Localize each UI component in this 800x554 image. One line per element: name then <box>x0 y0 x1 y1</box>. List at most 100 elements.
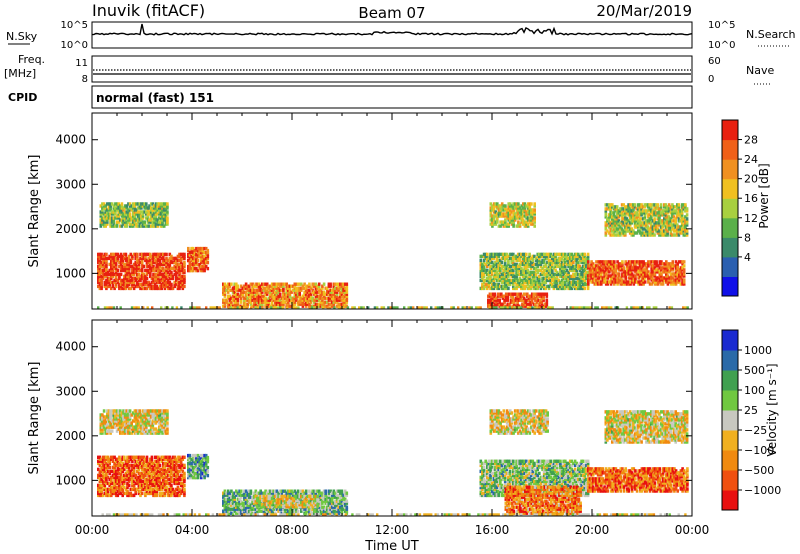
range-cell <box>118 491 121 496</box>
range-cell <box>332 304 336 308</box>
range-cell <box>507 204 510 208</box>
range-cell <box>114 212 117 216</box>
range-cell <box>645 262 649 266</box>
range-cell <box>252 296 256 300</box>
range-cell <box>517 216 520 220</box>
range-cell <box>539 264 543 269</box>
range-cell <box>523 270 526 275</box>
range-cell <box>117 214 120 218</box>
range-cell <box>137 491 141 496</box>
range-cell <box>626 268 629 272</box>
range-cell <box>640 225 643 229</box>
range-cell <box>600 268 603 272</box>
range-cell <box>568 268 572 273</box>
range-cell <box>103 284 107 289</box>
range-cell <box>97 306 100 310</box>
range-cell <box>97 487 100 492</box>
range-cell <box>570 282 574 287</box>
range-cell <box>617 262 621 266</box>
range-cell <box>114 481 118 486</box>
range-cell <box>231 298 235 302</box>
range-cell <box>100 268 103 273</box>
range-cell <box>641 231 645 235</box>
range-cell <box>160 278 163 283</box>
range-cell <box>530 222 533 226</box>
range-cell <box>666 268 670 272</box>
range-cell <box>254 302 258 306</box>
range-cell <box>543 302 547 306</box>
range-cell <box>345 286 349 290</box>
range-cell <box>304 304 308 308</box>
range-cell <box>528 284 531 289</box>
range-cell <box>293 290 297 294</box>
range-cell <box>188 262 192 267</box>
range-cell <box>170 282 173 287</box>
range-cell <box>138 216 142 220</box>
range-cell <box>261 282 264 286</box>
range-cell <box>282 300 285 304</box>
range-cell <box>669 262 673 266</box>
range-cell <box>513 264 517 269</box>
range-cell <box>676 276 679 280</box>
range-cell <box>640 262 644 266</box>
range-cell <box>679 209 682 213</box>
range-cell <box>127 220 130 224</box>
range-cell <box>517 224 520 228</box>
range-cell <box>614 219 617 223</box>
range-cell <box>116 461 120 466</box>
range-cell <box>225 300 228 304</box>
range-cell <box>664 233 668 237</box>
range-cell <box>149 284 152 289</box>
range-cell <box>152 465 155 470</box>
range-cell <box>568 252 572 257</box>
range-cell <box>134 487 137 492</box>
range-cell <box>256 298 259 302</box>
range-cell <box>598 260 601 264</box>
range-cell <box>568 254 572 259</box>
range-cell <box>615 227 619 231</box>
range-cell <box>144 457 147 461</box>
range-cell <box>652 272 655 276</box>
range-cell <box>107 202 111 206</box>
y-tick-label: 1000 <box>55 266 86 280</box>
range-cell <box>560 266 564 271</box>
range-cell <box>490 270 494 275</box>
range-cell <box>497 206 501 210</box>
range-cell <box>549 306 552 310</box>
range-cell <box>166 286 170 291</box>
range-cell <box>145 459 149 463</box>
range-cell <box>162 274 165 279</box>
range-cell <box>664 225 668 229</box>
range-cell <box>153 218 156 222</box>
range-cell <box>287 290 290 294</box>
range-cell <box>525 214 528 218</box>
range-cell <box>376 306 379 310</box>
range-cell <box>181 266 185 271</box>
range-cell <box>287 302 290 306</box>
range-cell <box>137 268 141 273</box>
range-cell <box>158 471 162 476</box>
range-cell <box>236 300 240 304</box>
range-cell <box>153 214 156 218</box>
range-cell <box>188 250 192 255</box>
range-cell <box>265 290 269 294</box>
range-cell <box>98 491 102 496</box>
range-cell <box>135 222 138 226</box>
range-cell <box>252 300 256 304</box>
range-cell <box>505 210 509 214</box>
range-cell <box>300 296 303 300</box>
range-cell <box>540 300 544 304</box>
range-cell <box>98 280 102 285</box>
range-cell <box>105 471 108 476</box>
range-cell <box>222 304 225 308</box>
range-cell <box>239 304 243 308</box>
range-cell <box>585 276 588 281</box>
range-cell <box>523 208 527 212</box>
range-cell <box>667 223 671 227</box>
range-cell <box>111 455 115 459</box>
range-cell <box>332 302 336 306</box>
range-cell <box>658 211 661 215</box>
range-cell <box>517 210 520 214</box>
range-cell <box>110 256 113 261</box>
range-cell <box>146 210 150 214</box>
